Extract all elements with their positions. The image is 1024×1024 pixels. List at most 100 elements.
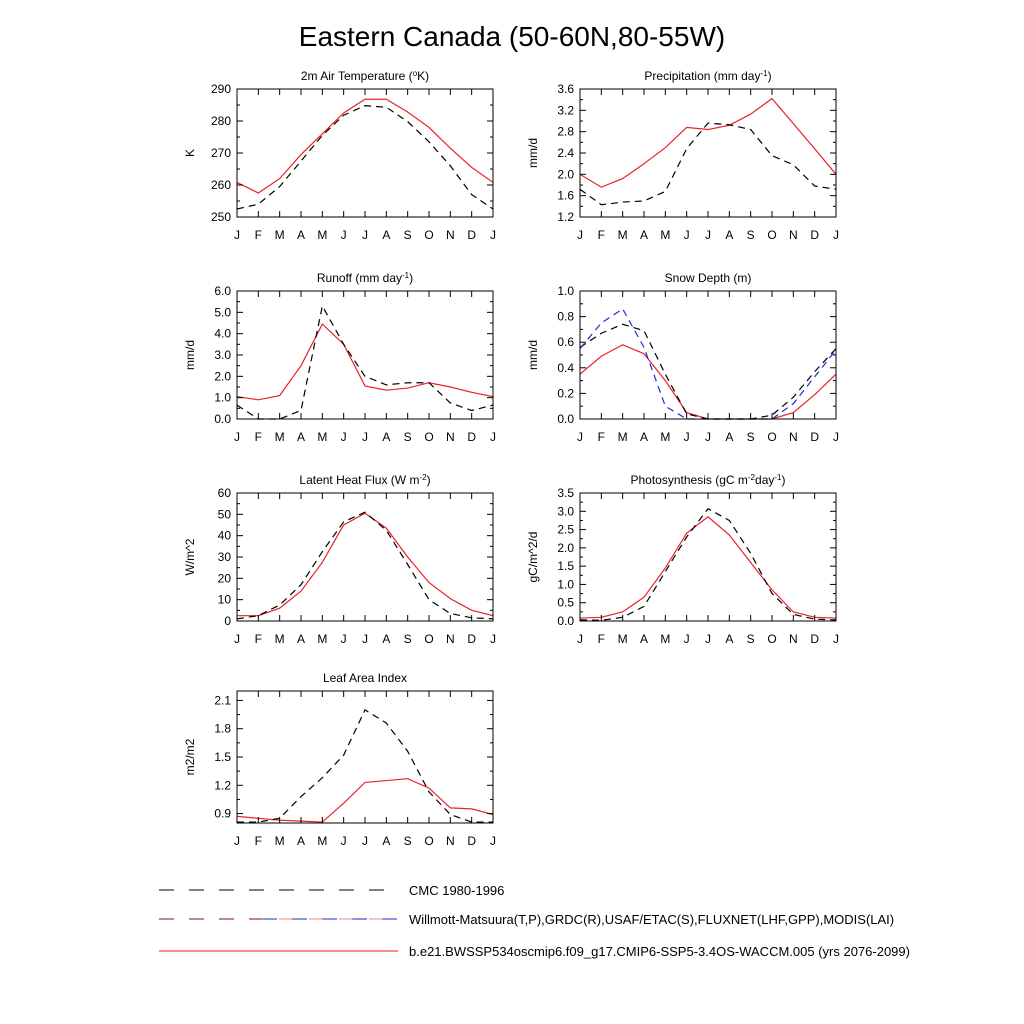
- series-line-cmc: [580, 323, 836, 420]
- x-tick-label: J: [234, 430, 240, 444]
- x-tick-label: J: [684, 228, 690, 242]
- chart-panel-6: Photosynthesis (gC m-2day-1) gC/m^2/d 0.0 0…: [526, 473, 839, 647]
- x-tick-label: N: [446, 430, 455, 444]
- panel-title: Latent Heat Flux (W m-2): [299, 473, 430, 488]
- y-tick-label: 0.0: [214, 412, 231, 426]
- legend-label: CMC 1980-1996: [409, 883, 504, 898]
- x-tick-label: J: [577, 228, 583, 242]
- y-tick-label: 1.0: [214, 391, 231, 405]
- x-tick-label: D: [810, 430, 819, 444]
- x-tick-label: J: [234, 632, 240, 646]
- series-line-model: [237, 512, 493, 617]
- x-tick-label: J: [362, 430, 368, 444]
- x-tick-label: D: [810, 228, 819, 242]
- y-tick-label: 3.0: [557, 504, 574, 518]
- y-tick-label: 0.8: [557, 310, 574, 324]
- x-tick-label: N: [789, 430, 798, 444]
- x-tick-label: S: [747, 228, 755, 242]
- x-tick-label: O: [767, 430, 776, 444]
- x-tick-label: J: [234, 834, 240, 848]
- y-tick-label: 40: [218, 529, 232, 543]
- x-tick-label: A: [382, 228, 390, 242]
- x-tick-label: N: [446, 228, 455, 242]
- x-tick-label: M: [275, 632, 285, 646]
- y-tick-label: 0.9: [214, 807, 231, 821]
- y-axis-label: K: [183, 149, 197, 157]
- plot-frame: [236, 290, 494, 420]
- panel-title: Photosynthesis (gC m-2day-1): [631, 473, 786, 488]
- x-tick-label: A: [640, 632, 648, 646]
- y-tick-label: 5.0: [214, 305, 231, 319]
- x-tick-label: M: [660, 228, 670, 242]
- y-tick-label: 20: [218, 571, 232, 585]
- chart-panels: 2m Air Temperature (oK) K 250 260 270 280 290 J…: [183, 69, 839, 849]
- x-tick-label: J: [833, 430, 839, 444]
- y-axis-label: mm/d: [526, 138, 540, 168]
- series-line-model: [237, 323, 493, 401]
- x-tick-label: J: [833, 228, 839, 242]
- plot-frame: [579, 492, 837, 622]
- y-tick-label: 260: [211, 178, 231, 192]
- chart-panel-3: Runoff (mm day-1) mm/d 0.0 1.0 2.0 3.0 4.0 5.0 6…: [183, 271, 496, 445]
- series-line-cmc: [237, 708, 493, 823]
- series-line-cmc: [580, 122, 836, 206]
- x-tick-label: F: [598, 632, 605, 646]
- chart-panel-4: Snow Depth (m)mm/d0.00.20.40.60.81.0J F M A…: [526, 271, 839, 444]
- x-tick-label: N: [446, 632, 455, 646]
- series-line-cmc: [237, 105, 493, 210]
- x-tick-label: M: [618, 228, 628, 242]
- x-tick-label: J: [577, 632, 583, 646]
- series-line-model: [237, 98, 493, 194]
- x-tick-label: M: [317, 834, 327, 848]
- x-tick-label: J: [577, 430, 583, 444]
- x-tick-label: A: [382, 430, 390, 444]
- legend-label: Willmott-Matsuura(T,P),GRDC(R),USAF/ETAC…: [409, 912, 894, 927]
- x-tick-label: D: [467, 632, 476, 646]
- y-tick-label: 1.0: [557, 577, 574, 591]
- plot-frame: [579, 88, 837, 218]
- y-tick-label: 280: [211, 114, 231, 128]
- x-tick-label: J: [341, 834, 347, 848]
- x-tick-label: J: [362, 632, 368, 646]
- y-tick-label: 0.6: [557, 335, 574, 349]
- y-tick-label: 3.5: [557, 486, 574, 500]
- y-tick-label: 1.5: [214, 750, 231, 764]
- series-line-cmc: [237, 304, 493, 420]
- chart-panel-5: Latent Heat Flux (W m-2) W/m^2 0 10 20 30 40 50…: [183, 473, 496, 647]
- x-tick-label: A: [725, 228, 733, 242]
- plot-frame: [236, 88, 494, 218]
- x-tick-label: A: [297, 834, 305, 848]
- y-tick-label: 0.0: [557, 614, 574, 628]
- y-tick-label: 6.0: [214, 284, 231, 298]
- x-tick-label: J: [684, 632, 690, 646]
- x-tick-label: A: [725, 632, 733, 646]
- x-tick-label: M: [618, 632, 628, 646]
- x-tick-label: J: [362, 834, 368, 848]
- x-tick-label: A: [640, 430, 648, 444]
- x-tick-label: M: [660, 632, 670, 646]
- y-tick-label: 2.0: [214, 369, 231, 383]
- x-tick-label: J: [341, 228, 347, 242]
- x-tick-label: J: [705, 228, 711, 242]
- series-line-model: [580, 97, 836, 188]
- plot-frame: [579, 290, 837, 420]
- x-tick-label: N: [446, 834, 455, 848]
- y-axis-label: mm/d: [183, 340, 197, 370]
- x-tick-label: M: [317, 228, 327, 242]
- x-tick-label: D: [467, 430, 476, 444]
- x-tick-label: O: [424, 228, 433, 242]
- y-tick-label: 10: [218, 593, 232, 607]
- y-tick-label: 0.4: [557, 361, 574, 375]
- x-tick-label: D: [467, 228, 476, 242]
- legend-label: b.e21.BWSSP534oscmip6.f09_g17.CMIP6-SSP5…: [409, 944, 910, 959]
- x-tick-label: M: [618, 430, 628, 444]
- x-tick-label: M: [660, 430, 670, 444]
- x-tick-label: F: [255, 632, 262, 646]
- x-tick-label: O: [424, 430, 433, 444]
- x-tick-label: A: [382, 834, 390, 848]
- x-tick-label: M: [275, 228, 285, 242]
- legend-item-model: b.e21.BWSSP534oscmip6.f09_g17.CMIP6-SSP5…: [159, 944, 910, 959]
- x-tick-label: S: [404, 430, 412, 444]
- x-tick-label: J: [705, 632, 711, 646]
